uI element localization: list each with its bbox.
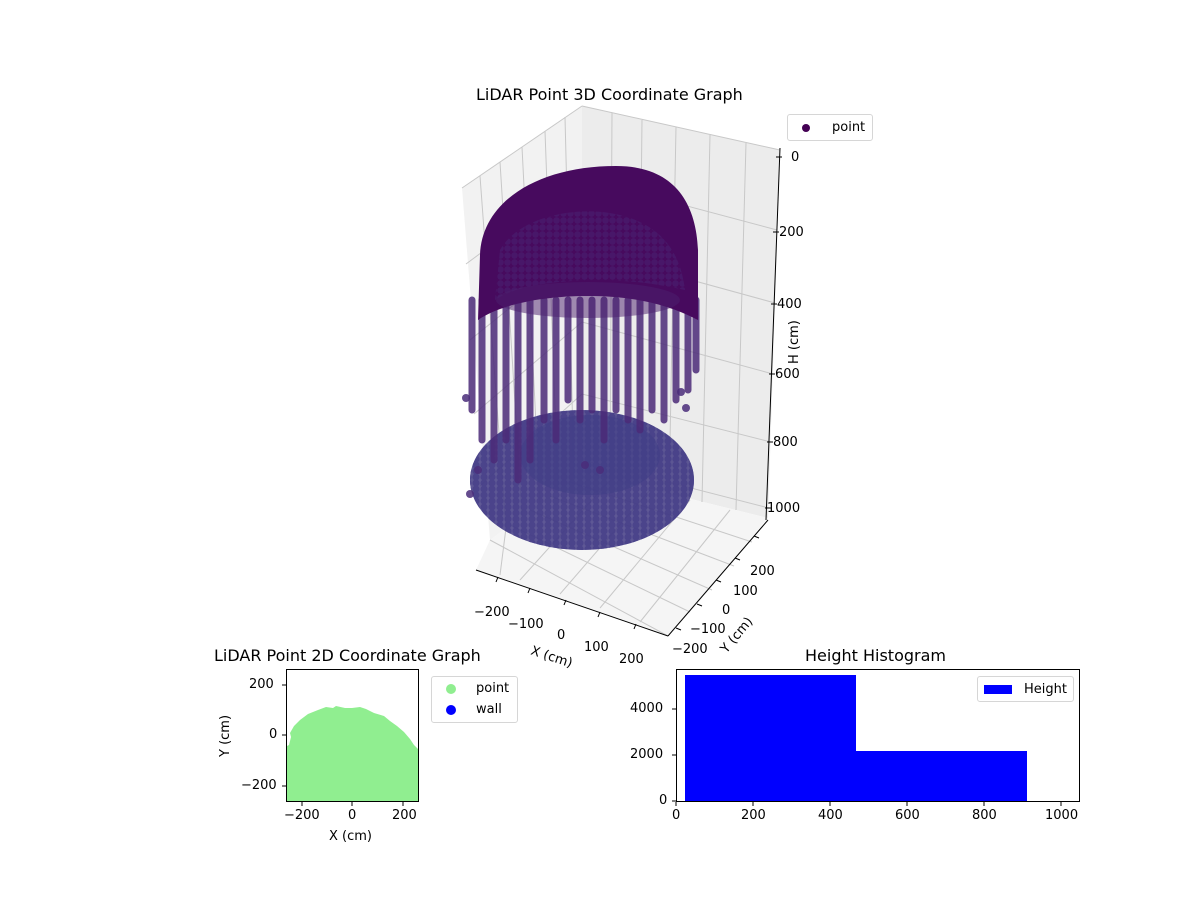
histogram-bar-1 <box>685 675 856 801</box>
x-tick-label: 200 <box>392 808 417 823</box>
y-tick-label: 0 <box>269 727 278 742</box>
x-tick-label: 100 <box>584 640 609 655</box>
y-tick-label: 100 <box>733 584 758 599</box>
z-ticks <box>765 156 782 509</box>
point-cloud-walls <box>462 296 700 498</box>
z-tick-label: 1000 <box>767 501 801 516</box>
x-tick-label: −200 <box>474 605 510 620</box>
legend-marker-wall-icon <box>446 704 456 715</box>
z-tick-label: 200 <box>779 225 804 240</box>
plot2d-legend: point wall <box>431 676 518 723</box>
y-tick-label: 0 <box>722 603 731 618</box>
x-tick-label: −200 <box>284 808 320 823</box>
x-tick-label: 0 <box>672 808 681 823</box>
x-tick-label: 0 <box>557 628 566 643</box>
plot3d-legend: point <box>787 114 873 141</box>
y-tick-label: 4000 <box>630 701 664 716</box>
legend-patch-height-icon <box>984 684 1012 694</box>
legend-marker-point-icon <box>446 683 456 694</box>
x-tick-label: −100 <box>508 617 544 632</box>
histogram-legend: Height <box>977 676 1074 702</box>
legend-label-height: Height <box>1024 681 1067 697</box>
y-tick-label: −200 <box>241 778 277 793</box>
y-tick-label: 0 <box>659 793 668 808</box>
y-tick-label: 200 <box>750 564 775 579</box>
z-tick-label: 600 <box>775 367 800 382</box>
histogram-title: Height Histogram <box>805 646 946 665</box>
x-tick-label: 200 <box>741 808 766 823</box>
z-tick-label: 0 <box>791 150 800 165</box>
x-tick-label: 1000 <box>1045 808 1079 823</box>
point-region <box>287 706 418 801</box>
x-tick-label: 600 <box>895 808 920 823</box>
z-tick-label: 800 <box>773 435 798 450</box>
plot3d-title: LiDAR Point 3D Coordinate Graph <box>476 85 743 104</box>
histogram-bar-2 <box>856 751 1027 801</box>
y-tick-label: 200 <box>249 677 274 692</box>
legend-label-point: point <box>476 681 510 696</box>
point-cloud-ceiling <box>478 166 698 320</box>
legend-label-wall: wall <box>476 702 502 717</box>
x-tick-label: 0 <box>348 808 357 823</box>
legend-label: point <box>832 120 866 135</box>
x-tick-label: 200 <box>619 652 644 667</box>
y-tick-label: −100 <box>690 622 726 637</box>
x-tick-label: 400 <box>818 808 843 823</box>
x-tick-label: 800 <box>972 808 997 823</box>
x-ticks <box>495 576 637 630</box>
y-tick-label: 2000 <box>630 747 664 762</box>
y-tick-label: −200 <box>672 642 708 657</box>
legend-marker-point-icon <box>802 123 810 132</box>
y-ticks <box>675 535 760 631</box>
plot2d-title: LiDAR Point 2D Coordinate Graph <box>214 646 481 665</box>
x-axis-label: X (cm) <box>329 829 372 844</box>
z-tick-label: 400 <box>777 297 802 312</box>
